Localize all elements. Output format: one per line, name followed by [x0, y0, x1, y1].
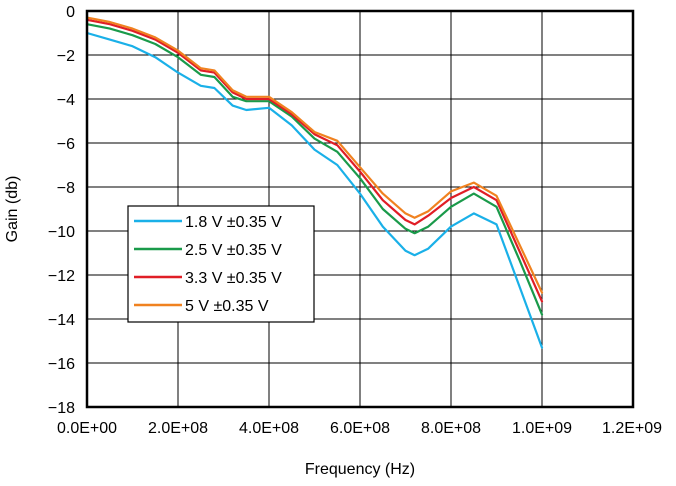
y-tick-label: −6 [57, 136, 75, 153]
y-tick-label: −2 [57, 48, 75, 65]
series-lines [85, 16, 544, 349]
plot-area-frame [85, 9, 635, 409]
x-tick-label: 0.0E+00 [57, 420, 117, 437]
x-tick-label: 1.0E+09 [512, 420, 572, 437]
x-tick-label: 2.0E+08 [148, 420, 208, 437]
x-axis-title: Frequency (Hz) [305, 461, 415, 478]
legend-label-2: 2.5 V ±0.35 V [185, 242, 282, 259]
legend-label-4: 5 V ±0.35 V [185, 298, 269, 315]
x-tick-label: 8.0E+08 [421, 420, 481, 437]
legend-box [127, 205, 315, 323]
series-line-3 [85, 18, 544, 303]
series-line-4 [85, 16, 544, 294]
y-axis-ticks: 0 −2 −4 −6 −8 −10 −12 −14 −16 −18 [48, 4, 75, 417]
x-tick-label: 4.0E+08 [239, 420, 299, 437]
y-tick-label: −10 [48, 224, 75, 241]
x-tick-label: 6.0E+08 [330, 420, 390, 437]
y-tick-label: 0 [66, 4, 75, 21]
series-line-1 [85, 31, 544, 349]
x-tick-label: 1.2E+09 [602, 420, 662, 437]
y-tick-label: −14 [48, 312, 75, 329]
legend: 1.8 V ±0.35 V 2.5 V ±0.35 V 3.3 V ±0.35 V 5… [127, 205, 315, 323]
series-line-2 [85, 23, 544, 316]
y-tick-label: −4 [57, 92, 75, 109]
x-axis-ticks: 0.0E+00 2.0E+08 4.0E+08 6.0E+08 8.0E+08 1.0E+… [57, 420, 662, 437]
y-tick-label: −16 [48, 356, 75, 373]
y-tick-label: −18 [48, 400, 75, 417]
y-axis-title: Gain (db) [4, 176, 21, 243]
y-tick-label: −12 [48, 268, 75, 285]
legend-label-1: 1.8 V ±0.35 V [185, 214, 282, 231]
legend-label-3: 3.3 V ±0.35 V [185, 270, 282, 287]
y-tick-label: −8 [57, 180, 75, 197]
